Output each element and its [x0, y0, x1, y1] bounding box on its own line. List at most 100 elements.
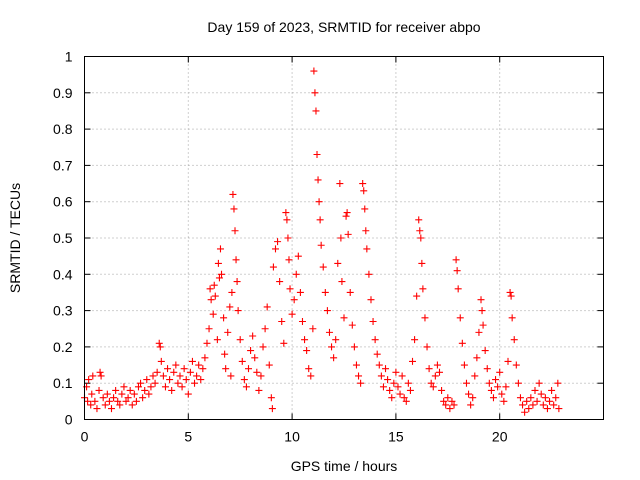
data-point	[435, 368, 443, 376]
data-point	[406, 386, 414, 394]
data-point	[371, 336, 379, 344]
data-point	[149, 372, 157, 380]
data-point	[215, 274, 223, 282]
data-point	[458, 339, 466, 347]
data-point	[159, 372, 167, 380]
data-point	[500, 397, 508, 405]
data-point	[460, 361, 468, 369]
data-point	[427, 379, 435, 387]
data-point	[224, 328, 232, 336]
data-point	[319, 263, 327, 271]
data-point	[440, 397, 448, 405]
data-point	[303, 347, 311, 355]
data-point	[265, 361, 273, 369]
data-point	[507, 292, 515, 300]
data-point	[101, 401, 109, 409]
data-point	[467, 401, 475, 409]
data-point	[415, 216, 423, 224]
data-point	[211, 292, 219, 300]
data-point	[176, 372, 184, 380]
data-point	[226, 303, 234, 311]
data-point	[475, 328, 483, 336]
data-point	[174, 379, 182, 387]
data-point	[209, 310, 217, 318]
data-point	[232, 256, 240, 264]
data-point	[382, 365, 390, 373]
data-point	[298, 317, 306, 325]
data-point	[205, 325, 213, 333]
data-point	[278, 317, 286, 325]
data-point	[313, 151, 321, 159]
data-point	[316, 216, 324, 224]
data-point	[373, 350, 381, 358]
data-point	[512, 361, 520, 369]
data-point	[137, 379, 145, 387]
data-point	[247, 347, 255, 355]
data-point	[328, 343, 336, 351]
data-point	[337, 234, 345, 242]
data-point	[257, 372, 265, 380]
data-point	[112, 386, 120, 394]
data-point	[156, 343, 164, 351]
data-point	[321, 288, 329, 296]
data-point	[245, 365, 253, 373]
data-point	[261, 325, 269, 333]
data-point	[207, 296, 215, 304]
data-point	[363, 245, 371, 253]
grid	[84, 56, 604, 420]
data-point	[240, 376, 248, 384]
data-point	[214, 259, 222, 267]
y-tick-label: 0.3	[53, 303, 73, 319]
data-point	[282, 209, 290, 217]
data-point	[263, 303, 271, 311]
data-point	[199, 365, 207, 373]
data-point	[314, 176, 322, 184]
data-point	[284, 234, 292, 242]
data-point	[186, 368, 194, 376]
data-point	[280, 339, 288, 347]
data-point	[145, 390, 153, 398]
data-point	[227, 372, 235, 380]
data-point	[548, 386, 556, 394]
x-axis-label: GPS time / hours	[291, 458, 398, 474]
data-point	[531, 386, 539, 394]
data-point	[168, 386, 176, 394]
data-point	[234, 307, 242, 315]
data-point	[390, 379, 398, 387]
data-point	[502, 383, 510, 391]
tick-labels: 00.10.20.30.40.50.60.70.80.910 5 10 15 20	[53, 49, 508, 445]
data-point	[110, 394, 118, 402]
data-point	[533, 397, 541, 405]
data-point	[120, 383, 128, 391]
data-point	[305, 365, 313, 373]
data-point	[124, 394, 132, 402]
data-point	[431, 372, 439, 380]
data-point	[153, 368, 161, 376]
data-point	[218, 270, 226, 278]
data-point	[400, 394, 408, 402]
data-point	[170, 368, 178, 376]
data-point	[118, 390, 126, 398]
data-point	[487, 386, 495, 394]
data-point	[309, 325, 317, 333]
data-point	[521, 408, 529, 416]
data-point	[251, 354, 259, 362]
data-point	[88, 390, 96, 398]
data-point	[477, 296, 485, 304]
y-tick-label: 0.6	[53, 194, 73, 210]
data-point	[425, 365, 433, 373]
data-point	[87, 401, 95, 409]
data-point	[164, 365, 172, 373]
data-point	[344, 230, 352, 238]
data-point	[398, 372, 406, 380]
data-point	[523, 397, 531, 405]
data-point	[221, 350, 229, 358]
data-point	[442, 401, 450, 409]
data-point	[188, 357, 196, 365]
data-point	[274, 238, 282, 246]
data-point	[89, 372, 97, 380]
data-point	[338, 278, 346, 286]
data-point	[377, 372, 385, 380]
data-point	[296, 288, 304, 296]
data-point	[355, 372, 363, 380]
